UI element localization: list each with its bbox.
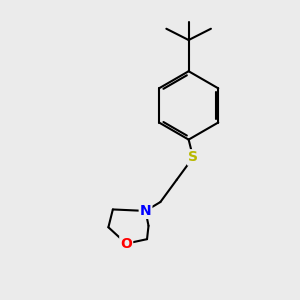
Text: O: O (120, 237, 132, 250)
Text: S: S (188, 150, 198, 164)
Text: N: N (140, 204, 152, 218)
Text: S: S (188, 150, 198, 164)
